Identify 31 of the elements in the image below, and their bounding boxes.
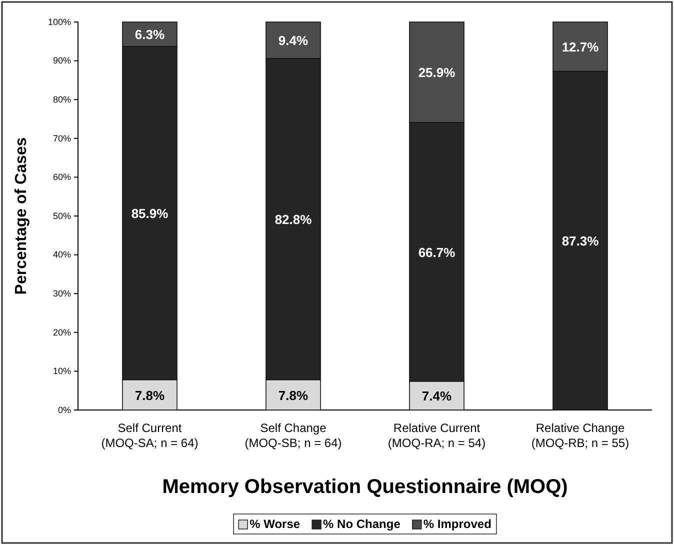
legend-label: % No Change (323, 517, 401, 531)
y-tick-label: 70% (52, 133, 71, 144)
x-tick-label: Relative Current (MOQ-RA; n = 54) (388, 421, 486, 450)
x-tick-label: Relative Change (MOQ-RB; n = 55) (531, 421, 630, 450)
data-label: 25.9% (418, 65, 456, 80)
x-axis-title: Memory Observation Questionnaire (MOQ) (162, 476, 568, 498)
y-tick-label: 100% (48, 16, 71, 27)
data-label: 7.8% (134, 388, 165, 403)
data-label: 7.4% (422, 388, 452, 404)
y-tick-label: 40% (52, 250, 71, 260)
legend-label: % Worse (250, 517, 300, 531)
y-tick-label: 50% (52, 210, 71, 221)
data-label: 6.3% (134, 27, 165, 42)
data-label: 82.8% (274, 212, 312, 228)
data-label: 12.7% (562, 40, 600, 55)
data-label: 85.9% (131, 206, 169, 222)
y-tick-label: 10% (52, 366, 71, 376)
y-tick-label: 0% (58, 404, 71, 415)
y-axis-title: Percentage of Cases (13, 137, 30, 295)
x-tick-label: Self Change (MOQ-SB; n = 64) (244, 421, 342, 450)
data-label: 7.8% (278, 388, 308, 403)
data-label: 9.4% (278, 33, 308, 48)
legend-label: % Improved (423, 517, 492, 531)
y-tick-label: 90% (52, 56, 71, 66)
x-tick-label: Self Current (MOQ-SA; n = 64) (101, 421, 198, 450)
data-label: 87.3% (562, 234, 600, 249)
y-tick-label: 20% (52, 327, 71, 338)
y-tick-label: 60% (52, 172, 71, 182)
y-tick-label: 80% (52, 94, 71, 104)
y-tick-label: 30% (52, 288, 71, 298)
data-label: 66.7% (418, 244, 456, 260)
